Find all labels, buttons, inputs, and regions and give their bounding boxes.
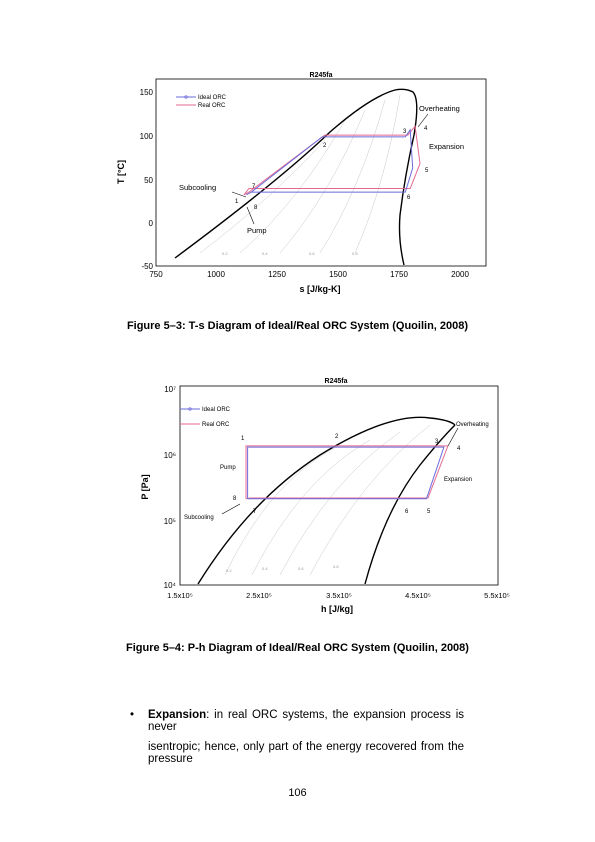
ts-y-tick: 0: [149, 219, 154, 228]
ph-x-tick: 3.5x10⁵: [326, 591, 352, 600]
ts-legend-real: Real ORC: [198, 103, 226, 109]
ph-y-tick: 10⁶: [164, 451, 176, 460]
ts-x-axis-label: s [J/kg-K]: [299, 284, 340, 294]
ph-annotation-pump: Pump: [220, 465, 236, 471]
ph-y-ticks: 10⁷ 10⁶ 10⁵ 10⁴: [164, 385, 177, 590]
ts-y-tick: 100: [140, 132, 154, 141]
ts-y-ticks: 150 100 50 0 -50: [140, 88, 154, 271]
ph-annotation-subcooling: Subcooling: [184, 515, 214, 521]
ts-chart-title: R245fa: [310, 72, 333, 79]
ts-point-label: 8: [254, 205, 258, 211]
ph-point-label: 2: [335, 434, 339, 440]
ts-series-ideal-orc: [246, 128, 414, 196]
ph-y-tick: 10⁴: [164, 581, 177, 590]
ts-quality-lines: [199, 94, 401, 254]
ph-x-tick: 5.5x10⁵: [484, 591, 510, 600]
bullet-term: Expansion: [148, 709, 207, 721]
ph-series-real-orc: [245, 445, 449, 500]
ts-point-label: 4: [424, 126, 428, 132]
ts-x-ticks: 750 1000 1250 1500 1750 2000: [149, 270, 469, 279]
ts-legend: Ideal ORC Real ORC: [176, 95, 227, 109]
ts-x-tick: 1000: [207, 270, 225, 279]
ph-saturation-dome-vapor: [364, 424, 456, 585]
bullet-symbol: •: [130, 709, 135, 721]
ph-quality-label: 0.6: [298, 566, 304, 571]
ph-legend: Ideal ORC Real ORC: [180, 407, 231, 428]
ts-point-label: 1: [235, 199, 239, 205]
ph-point-label: 4: [457, 446, 461, 452]
ts-annotation-pump: Pump: [247, 226, 267, 235]
ts-plot-frame: [155, 78, 487, 267]
ph-x-axis-label: h [J/kg]: [321, 604, 353, 614]
ph-quality-lines: [224, 424, 431, 576]
ts-y-tick: 150: [140, 88, 154, 97]
ph-legend-ideal: Ideal ORC: [202, 407, 231, 413]
ts-x-tick: 1250: [268, 270, 286, 279]
ts-annotation-expansion: Expansion: [429, 142, 464, 151]
ph-x-tick: 2.5x10⁵: [246, 591, 272, 600]
figure-caption-ph: Figure 5–4: P-h Diagram of Ideal/Real OR…: [126, 642, 469, 654]
ph-y-tick: 10⁷: [164, 385, 176, 394]
bullet-line-2: isentropic; hence, only part of the ener…: [148, 741, 464, 765]
ph-point-label: 1: [241, 436, 245, 442]
ts-annotation-overheating: Overheating: [419, 104, 460, 113]
ts-quality-label: 0.6: [309, 251, 315, 256]
ts-point-label: 2: [323, 143, 327, 149]
ph-saturation-dome: [197, 416, 456, 585]
ts-quality-label: 0.2: [222, 251, 228, 256]
ts-point-label: 5: [425, 168, 429, 174]
bullet-line-1-text: : in real ORC systems, the expansion pro…: [148, 709, 464, 733]
bullet-line-1: Expansion: in real ORC systems, the expa…: [148, 709, 464, 733]
ts-x-tick: 1500: [329, 270, 347, 279]
ph-quality-label: 0.8: [333, 564, 339, 569]
ts-annotation-subcooling: Subcooling: [179, 183, 216, 192]
ts-quality-label: 0.8: [352, 251, 358, 256]
ph-x-tick: 1.5x10⁵: [167, 591, 193, 600]
ts-y-tick: -50: [141, 262, 153, 271]
ph-series-ideal-orc: [247, 446, 445, 500]
ph-point-label: 8: [233, 496, 237, 502]
ph-y-axis-label: P [Pa]: [140, 474, 150, 499]
ts-x-tick: 750: [149, 270, 163, 279]
ts-point-label: 6: [407, 195, 411, 201]
ph-quality-label: 0.2: [226, 568, 232, 573]
ts-saturation-dome: [174, 88, 418, 266]
ph-point-label: 3: [435, 439, 439, 445]
ts-point-label: 3: [403, 129, 407, 135]
ph-x-ticks: 1.5x10⁵ 2.5x10⁵ 3.5x10⁵ 4.5x10⁵ 5.5x10⁵: [167, 591, 510, 600]
figure-caption-ts: Figure 5–3: T-s Diagram of Ideal/Real OR…: [126, 320, 469, 332]
ts-x-tick: 1750: [390, 270, 408, 279]
ts-x-tick: 2000: [451, 270, 469, 279]
ph-x-tick: 4.5x10⁵: [405, 591, 431, 600]
ts-y-axis-label: T [°C]: [116, 160, 126, 184]
ts-quality-label: 0.4: [262, 251, 268, 256]
ph-plot-frame: [179, 385, 499, 586]
ts-legend-ideal: Ideal ORC: [198, 95, 227, 101]
ph-point-label: 7: [253, 509, 257, 515]
ph-point-label: 5: [427, 509, 431, 515]
page-number: 106: [288, 787, 307, 799]
ts-series-real-orc: [243, 124, 421, 196]
ts-y-tick: 50: [144, 176, 153, 185]
ts-point-label: 7: [252, 184, 256, 190]
ph-legend-real: Real ORC: [202, 422, 230, 428]
ph-chart-title: R245fa: [325, 378, 348, 385]
ph-point-label: 6: [405, 509, 409, 515]
ph-annotation-expansion: Expansion: [444, 477, 472, 483]
ph-quality-label: 0.4: [262, 566, 268, 571]
ph-annotation-overheating: Overheating: [456, 422, 489, 428]
ph-y-tick: 10⁵: [164, 517, 176, 526]
